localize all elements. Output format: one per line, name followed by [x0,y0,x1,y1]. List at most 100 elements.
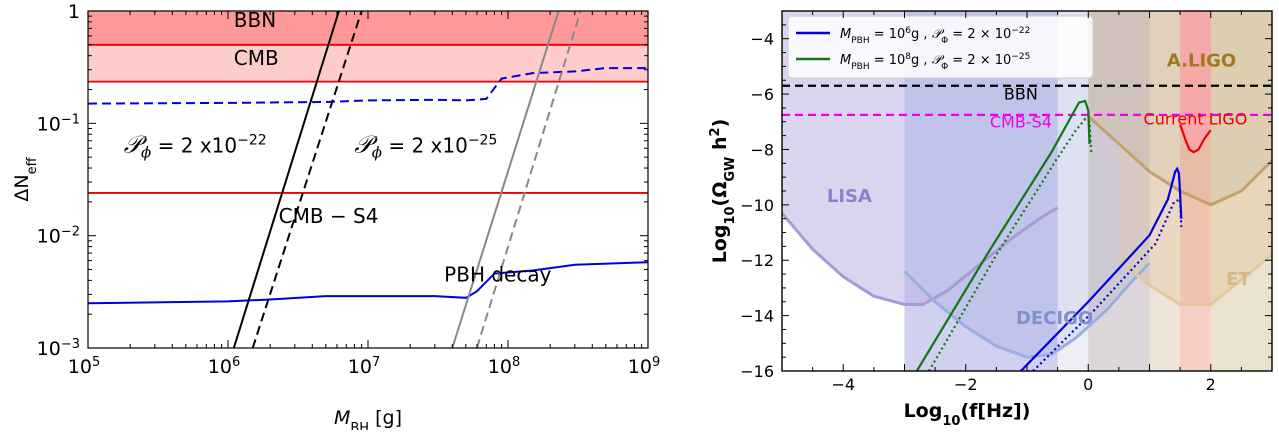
plot-content [88,11,648,348]
plot-content [782,11,1272,371]
text-part: 10 [628,356,652,378]
right-chart: A.LIGO BBN Current LIGO CMB-S4 LISA DECIGO ET M… [708,10,1273,429]
y-tick-label: −8 [750,140,774,159]
series-line-3 [251,11,363,348]
y-axis-label: ΔNeff [11,156,40,201]
text-part: 6 [905,26,911,36]
text-part: GW [723,157,738,182]
annotation: Current LIGO [1144,110,1248,129]
text-part: eff [25,156,40,174]
text-part: = 2 × 10 [948,27,1011,42]
annotation: ET [1226,269,1251,290]
text-part: 10 [488,356,512,378]
curve-current-ligo [1179,124,1212,154]
text-part: 5 [92,355,100,370]
y-tick-label: −16 [740,362,774,381]
annotation: BBN [1004,85,1038,104]
text-part: −25 [468,132,498,148]
y-tick-label: 10−1 [37,112,80,136]
text-part: = 2 × 10 [948,53,1011,68]
annotation: DECIGO [1016,308,1093,329]
text-part: PBH [851,36,869,46]
y-tick-label: 10−3 [37,337,80,361]
annotation: A.LIGO [1167,50,1236,71]
curve-et [1117,253,1272,306]
text-part: = 2 x10 [382,133,468,157]
y-tick-label: −6 [750,85,774,104]
gw-series-3 [928,117,1093,371]
text-part: BH [350,421,369,431]
frequency-band [1088,11,1150,371]
text-part: 8 [905,52,911,62]
text-part: 10 [348,356,372,378]
text-part: g , [911,53,932,68]
y-axis-label: Log10(ΩGW h2) [708,119,738,264]
text-part: PBH [851,62,869,72]
y-tick-label: −12 [740,251,774,270]
y-tick-label: −10 [740,196,774,215]
text-part: 8 [512,355,520,370]
text-part: Log [904,400,943,422]
text-part: 10 [37,113,61,135]
y-tick-label: 10−2 [37,224,80,248]
text-part: [g] [369,407,402,429]
text-part: ) [709,119,731,128]
text-part: Φ [941,36,948,46]
legend-entry: MPBH = 108g , 𝒫Φ = 2 × 10−25 [840,52,1030,72]
text-part: M [334,407,350,429]
text-part: 10 [208,356,232,378]
text-part: g , [911,27,932,42]
x-axis-label: MBH [g] [334,407,402,430]
annotation: CMB-S4 [990,112,1052,131]
annotation: CMB [234,46,279,70]
annotation: LISA [827,186,872,207]
text-part: 10 [942,414,960,429]
text-part: 9 [652,355,660,370]
text-part: −22 [1011,26,1030,36]
annotation: 𝒫ϕ = 2 x10−25 [354,130,497,161]
text-part: M [840,53,851,68]
text-part: 10 [68,356,92,378]
x-tick-label: 2 [1206,375,1216,394]
text-part: 10 [723,206,738,224]
x-tick-label: −2 [954,375,978,394]
legend-box [787,15,1094,79]
text-part: 1 [68,1,80,23]
text-part: = 2 x10 [151,133,237,157]
text-part: 6 [232,355,240,370]
gw-series-2 [915,99,1091,371]
x-axis-label: Log10(f[Hz]) [904,400,1031,429]
text-part: −22 [237,132,267,148]
x-tick-label: −4 [831,375,855,394]
text-part: −3 [61,337,80,352]
curve-lisa [782,206,1059,306]
series-line-4 [451,11,560,348]
frequency-band [1149,11,1181,371]
text-part: = 10 [870,53,906,68]
gw-series-0 [1020,166,1183,371]
legend-entry: MPBH = 106g , 𝒫Φ = 2 × 10−22 [840,26,1030,46]
annotation: PBH decay [444,263,551,287]
text-part: Φ [941,62,948,72]
text-part: 10 [37,226,61,248]
annotation: CMB − S4 [279,204,379,228]
text-part: (Ω [709,182,731,207]
y-tick-label: −14 [740,307,774,326]
series-line-0 [88,261,648,305]
text-part: Log [709,225,731,264]
y-tick-label: 1 [68,1,80,23]
y-tick-label: −4 [750,30,774,49]
text-part: 10 [37,338,61,360]
text-part: −25 [1011,52,1030,62]
region-current-ligo [1180,11,1211,153]
text-part: ϕ [141,143,151,161]
x-tick-label: 109 [628,355,660,379]
annotation: BBN [234,8,276,32]
x-tick-label: 107 [348,355,380,379]
text-part: ϕ [372,143,382,161]
text-part: M [840,27,851,42]
